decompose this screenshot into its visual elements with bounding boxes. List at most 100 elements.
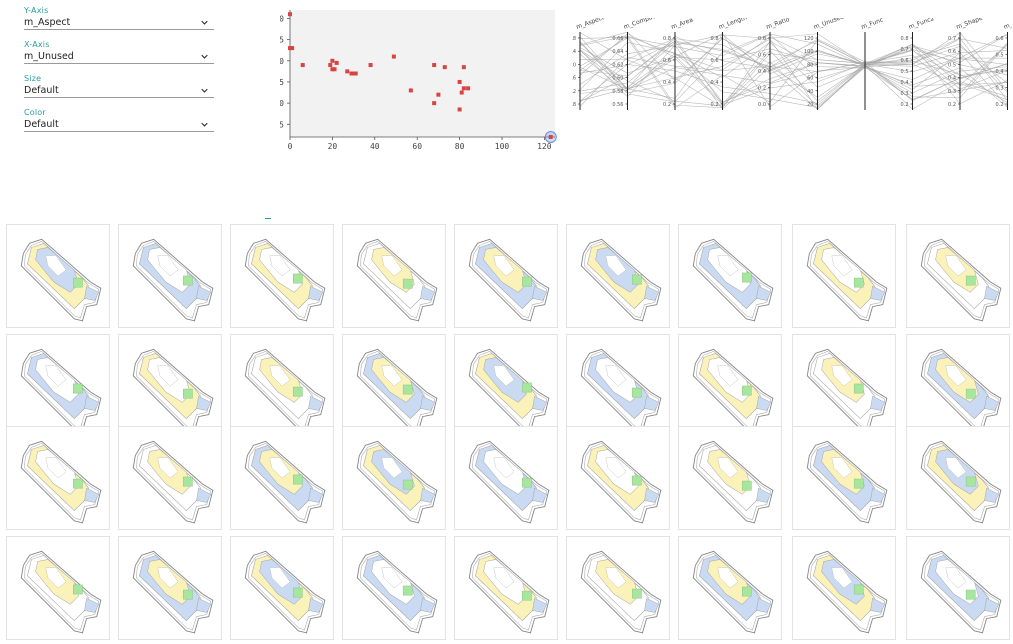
scatter-point[interactable] [457, 107, 462, 112]
scatter-point[interactable] [288, 12, 292, 17]
scatter-point[interactable] [408, 88, 413, 93]
layout-thumbnail[interactable] [6, 426, 110, 530]
scatter-point[interactable] [466, 86, 471, 91]
parallel-axis-label: m_Aspect [575, 18, 605, 31]
floor-plan-graphic [580, 550, 662, 634]
layout-thumbnail[interactable] [792, 426, 896, 530]
parallel-line [579, 41, 1008, 108]
scatter-point[interactable] [457, 79, 462, 84]
layout-thumbnail[interactable] [230, 426, 334, 530]
scatter-point[interactable] [330, 67, 335, 72]
layout-thumbnail[interactable] [6, 224, 110, 328]
plot-background [290, 10, 555, 137]
scatter-point[interactable] [432, 101, 437, 106]
scatter-point[interactable] [436, 92, 441, 97]
layout-thumbnail[interactable] [678, 334, 782, 438]
axis-controls: Y-Axis m_Aspect X-Axis m_Unused Size Def… [24, 6, 214, 142]
scatter-point[interactable] [300, 63, 305, 68]
scatter-point[interactable] [330, 58, 335, 63]
floor-plan-graphic [468, 348, 550, 432]
scatter-point[interactable] [332, 67, 337, 72]
floor-plan-graphic [920, 238, 1002, 322]
floor-plan-graphic [20, 440, 102, 524]
layout-thumbnail[interactable] [454, 426, 558, 530]
layout-thumbnail[interactable] [454, 334, 558, 438]
floor-plan-graphic [920, 550, 1002, 634]
scatter-point[interactable] [368, 63, 373, 68]
parallel-line [579, 42, 1008, 108]
parallel-tick-label: 0.3 [948, 89, 956, 95]
layout-thumbnail[interactable] [454, 224, 558, 328]
scatter-point[interactable] [334, 60, 339, 65]
layout-thumbnail[interactable] [906, 334, 1010, 438]
layout-thumbnail[interactable] [118, 224, 222, 328]
size-control: Size Default [24, 74, 214, 98]
parallel-tick-label: 0.62 [612, 62, 623, 68]
floor-plan-graphic [692, 348, 774, 432]
layout-thumbnail[interactable] [230, 224, 334, 328]
layout-thumbnail[interactable] [678, 426, 782, 530]
parallel-line [579, 33, 1008, 107]
floor-plan-graphic [356, 440, 438, 524]
layout-thumbnail[interactable] [906, 536, 1010, 640]
layout-thumbnail[interactable] [678, 224, 782, 328]
layout-thumbnail[interactable] [792, 224, 896, 328]
layout-thumbnail[interactable] [566, 334, 670, 438]
layout-thumbnail[interactable] [342, 426, 446, 530]
layout-thumbnail[interactable] [6, 536, 110, 640]
parallel-tick-label: 0.4 [901, 80, 909, 86]
size-select[interactable]: Default [24, 84, 214, 98]
parallel-tick-label: 0.0 [758, 102, 766, 108]
scatter-plot[interactable]: 0 20 40 60 80 100 120 6.5 7.0 7.5 8.0 8.5 9.0 [280, 4, 570, 154]
layout-thumbnail[interactable] [678, 536, 782, 640]
floor-plan-graphic [692, 238, 774, 322]
scatter-point[interactable] [349, 71, 354, 76]
parallel-axis-label: m_Length [718, 18, 748, 31]
layout-thumbnail[interactable] [118, 426, 222, 530]
x-tick-label: 100 [495, 142, 510, 151]
layout-thumbnail[interactable] [566, 536, 670, 640]
y-axis-select[interactable]: m_Aspect [24, 16, 214, 30]
parallel-line [579, 38, 1008, 107]
scatter-point[interactable] [442, 65, 447, 70]
layout-thumbnail[interactable] [454, 536, 558, 640]
x-axis-select[interactable]: m_Unused [24, 50, 214, 64]
layout-thumbnail[interactable] [118, 334, 222, 438]
parallel-tick-label: 0.3 [996, 86, 1004, 92]
layout-thumbnail[interactable] [566, 426, 670, 530]
layout-thumbnail[interactable] [342, 334, 446, 438]
scatter-point[interactable] [351, 71, 356, 76]
parallel-line [579, 33, 1008, 99]
layout-thumbnail[interactable] [6, 334, 110, 438]
layout-thumbnail[interactable] [342, 224, 446, 328]
layout-thumbnail[interactable] [792, 334, 896, 438]
layout-thumbnail[interactable] [906, 224, 1010, 328]
layout-thumbnail[interactable] [342, 536, 446, 640]
layout-thumbnail[interactable] [566, 224, 670, 328]
scatter-point[interactable] [328, 63, 333, 68]
scatter-point[interactable] [345, 69, 350, 74]
layout-thumbnail[interactable] [118, 536, 222, 640]
layout-thumbnail[interactable] [230, 536, 334, 640]
layout-thumbnail[interactable] [906, 426, 1010, 530]
scatter-point[interactable] [391, 54, 396, 59]
floor-plan-graphic [806, 238, 888, 322]
scatter-point[interactable] [459, 90, 464, 95]
parallel-tick-label: 6.8 [572, 102, 576, 108]
scatter-point[interactable] [432, 63, 437, 68]
color-select[interactable]: Default [24, 118, 214, 132]
scatter-point[interactable] [290, 46, 295, 51]
scatter-point[interactable] [461, 65, 466, 70]
scatter-point[interactable] [288, 46, 292, 51]
x-tick-label: 40 [370, 142, 380, 151]
parallel-tick-label: 0.7 [948, 36, 956, 42]
layout-thumbnail[interactable] [230, 334, 334, 438]
parallel-coordinates-plot[interactable]: m_Aspect8.88.48.07.67.26.8m_Compact0.660… [572, 18, 1012, 118]
layout-thumbnail[interactable] [792, 536, 896, 640]
scatter-point[interactable] [461, 86, 466, 91]
parallel-tick-label: 7.6 [572, 76, 576, 82]
floor-plan-graphic [132, 550, 214, 634]
selected-point[interactable] [548, 135, 553, 139]
scatter-point[interactable] [353, 71, 358, 76]
floor-plan-graphic [20, 550, 102, 634]
